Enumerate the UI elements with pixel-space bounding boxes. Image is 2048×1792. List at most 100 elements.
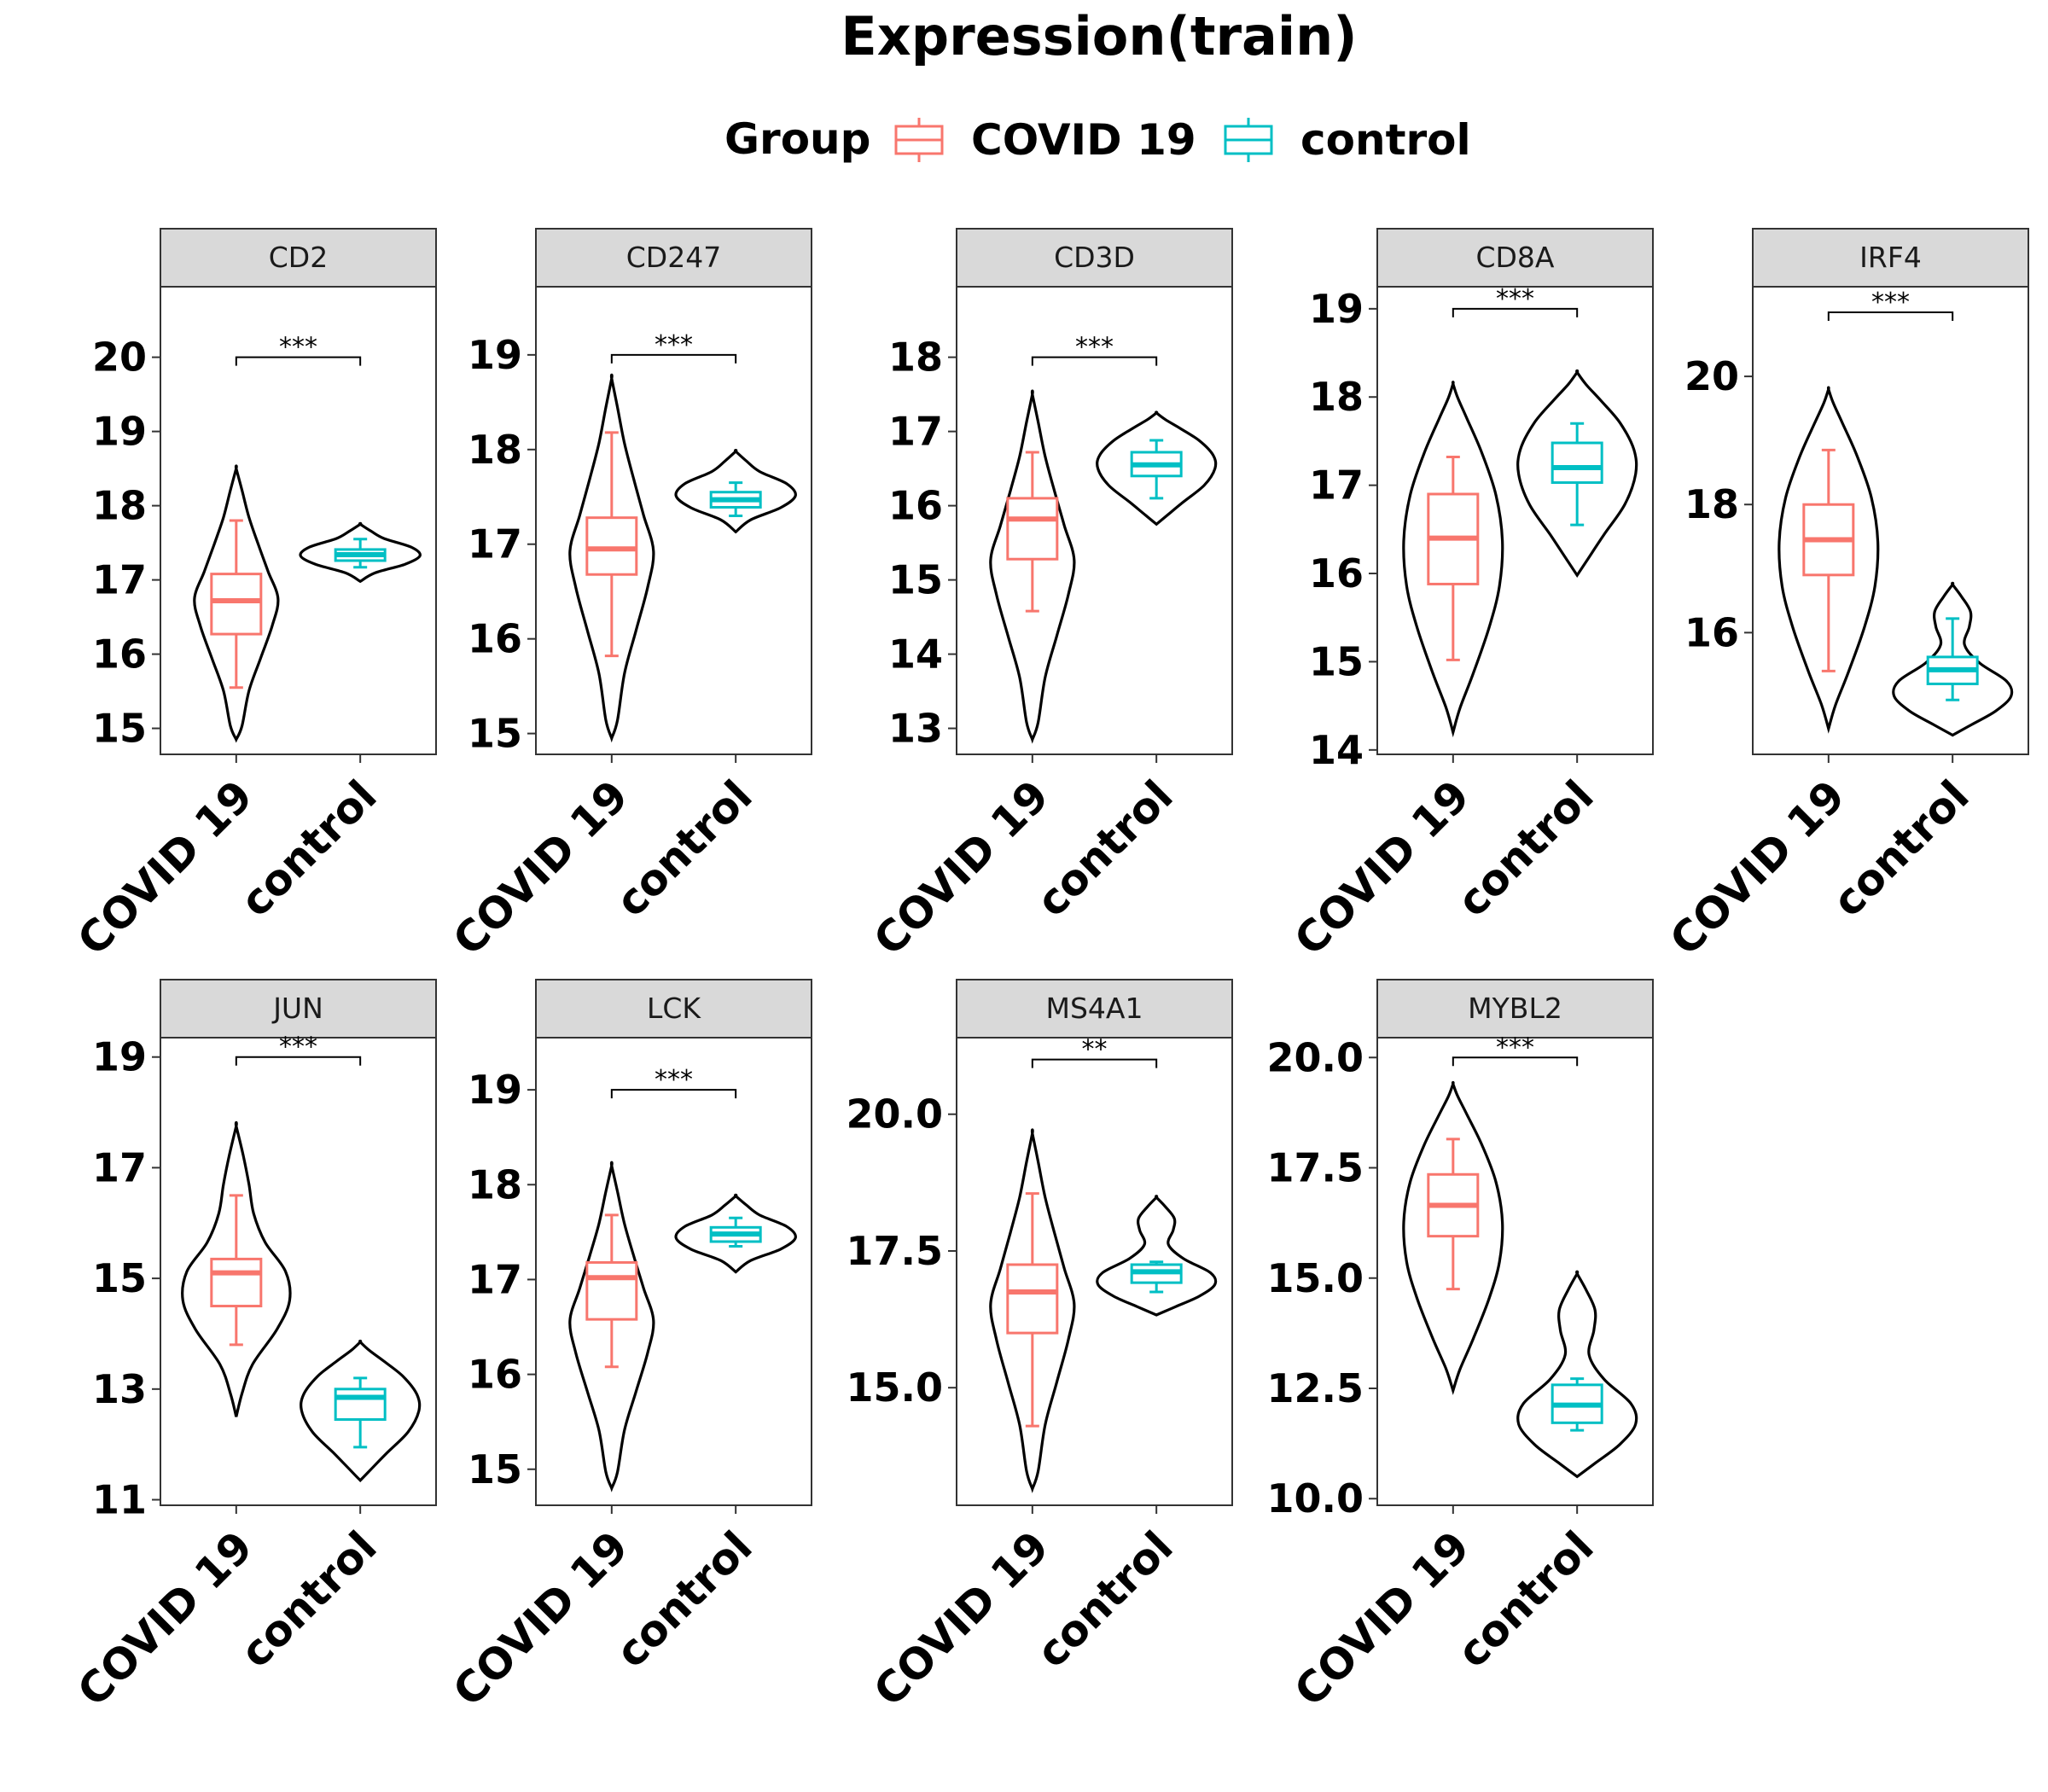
group-covid19 xyxy=(181,1120,292,1417)
y-tick-label: 19 xyxy=(1309,286,1364,332)
significance-label: *** xyxy=(279,1033,317,1062)
legend-item: COVID 19 xyxy=(894,115,1196,165)
chart-title: Expression(train) xyxy=(841,5,1357,67)
group-control xyxy=(1892,581,2014,737)
box-iqr xyxy=(585,516,638,576)
significance-bracket xyxy=(610,1089,737,1099)
x-tick-label: control xyxy=(230,1521,386,1677)
y-tick-label: 10.0 xyxy=(1267,1475,1364,1521)
x-tick-label: control xyxy=(1027,771,1182,926)
x-tick-label: control xyxy=(1823,771,1978,926)
x-tick-label: control xyxy=(1447,1521,1603,1677)
legend-item: control xyxy=(1224,115,1471,165)
y-tick-label: 15 xyxy=(1309,638,1364,684)
group-control xyxy=(1096,410,1218,527)
panel-border xyxy=(1376,1037,1654,1506)
y-tick-label: 17 xyxy=(92,1144,147,1190)
legend-label: control xyxy=(1300,115,1471,165)
significance-bracket xyxy=(1452,307,1579,317)
y-tick-label: 16 xyxy=(468,616,522,662)
x-tick-label: COVID 19 xyxy=(444,771,637,964)
y-tick-label: 15 xyxy=(92,1255,147,1301)
y-tick-label: 18 xyxy=(1684,481,1739,527)
significance-label: ** xyxy=(1082,1035,1108,1065)
significance-bracket xyxy=(1031,1058,1158,1068)
y-tick-label: 11 xyxy=(92,1477,147,1523)
significance-label: *** xyxy=(655,1065,693,1095)
group-covid19 xyxy=(1777,386,1880,734)
x-tick-label: control xyxy=(1447,771,1603,926)
group-covid19 xyxy=(989,389,1076,744)
significance-bracket xyxy=(1827,311,1954,322)
significance-bracket xyxy=(610,353,737,364)
y-tick-label: 13 xyxy=(92,1366,147,1412)
y-tick-label: 15 xyxy=(92,706,147,752)
significance-bracket xyxy=(235,356,362,366)
y-tick-label: 15.0 xyxy=(1267,1255,1364,1301)
significance-label: *** xyxy=(279,333,317,363)
y-tick-label: 14 xyxy=(1309,727,1364,773)
panel-border xyxy=(1376,286,1654,755)
y-tick-label: 16 xyxy=(888,483,943,529)
group-control xyxy=(674,449,797,534)
y-tick-label: 18 xyxy=(468,1161,522,1207)
box-iqr xyxy=(1551,441,1603,485)
x-tick-label: COVID 19 xyxy=(68,771,262,964)
y-tick-label: 20.0 xyxy=(847,1091,944,1137)
panel-border xyxy=(1752,286,2029,755)
strip-label: MS4A1 xyxy=(1046,992,1143,1025)
y-tick-label: 17.5 xyxy=(1267,1145,1364,1191)
strip-label: LCK xyxy=(647,992,701,1025)
y-tick-label: 18 xyxy=(1309,374,1364,420)
y-tick-label: 16 xyxy=(1684,609,1739,655)
y-tick-label: 20.0 xyxy=(1267,1034,1364,1080)
strip-label: CD2 xyxy=(269,241,328,274)
box-iqr xyxy=(585,1260,638,1321)
y-tick-label: 14 xyxy=(888,631,943,678)
x-tick-label: COVID 19 xyxy=(1661,771,1854,964)
y-tick-label: 15.0 xyxy=(847,1364,944,1411)
strip-background xyxy=(1376,979,1654,1039)
y-tick-label: 16 xyxy=(92,631,147,678)
violin-shape xyxy=(1096,1195,1218,1317)
panel-mybl2: MYBL2 10.0 12.5 15.0 17.5 20.0 COVID 19control… xyxy=(1267,979,1654,1716)
group-covid19 xyxy=(1402,381,1504,738)
box-iqr xyxy=(1006,1263,1059,1335)
x-tick-label: control xyxy=(1027,1521,1182,1677)
group-covid19 xyxy=(1402,1080,1504,1395)
group-covid19 xyxy=(568,1161,655,1492)
y-tick-label: 19 xyxy=(92,409,147,455)
legend-label: COVID 19 xyxy=(971,115,1196,165)
y-tick-label: 13 xyxy=(888,706,943,752)
y-tick-label: 19 xyxy=(468,1067,522,1113)
group-control xyxy=(1516,1270,1638,1479)
y-tick-label: 19 xyxy=(92,1034,147,1080)
group-control xyxy=(1516,369,1638,579)
box-iqr xyxy=(1006,497,1059,561)
strip-label: CD8A xyxy=(1475,241,1554,274)
y-tick-label: 19 xyxy=(468,332,522,378)
significance-label: *** xyxy=(1496,1033,1534,1062)
panel-border xyxy=(160,1037,437,1506)
y-tick-label: 15 xyxy=(468,1446,522,1492)
group-control xyxy=(674,1193,797,1274)
group-covid19 xyxy=(989,1128,1076,1493)
strip-background xyxy=(160,228,437,288)
significance-bracket xyxy=(235,1056,362,1066)
strip-label: CD247 xyxy=(626,241,721,274)
panel-border xyxy=(956,1037,1233,1506)
strip-label: MYBL2 xyxy=(1468,992,1562,1025)
y-tick-label: 18 xyxy=(888,335,943,381)
x-tick-label: COVID 19 xyxy=(1285,1521,1479,1715)
x-tick-label: control xyxy=(230,771,386,926)
strip-background xyxy=(956,979,1233,1039)
legend-title: Group xyxy=(724,114,870,164)
group-control xyxy=(300,1339,422,1483)
panel-border xyxy=(535,286,812,755)
